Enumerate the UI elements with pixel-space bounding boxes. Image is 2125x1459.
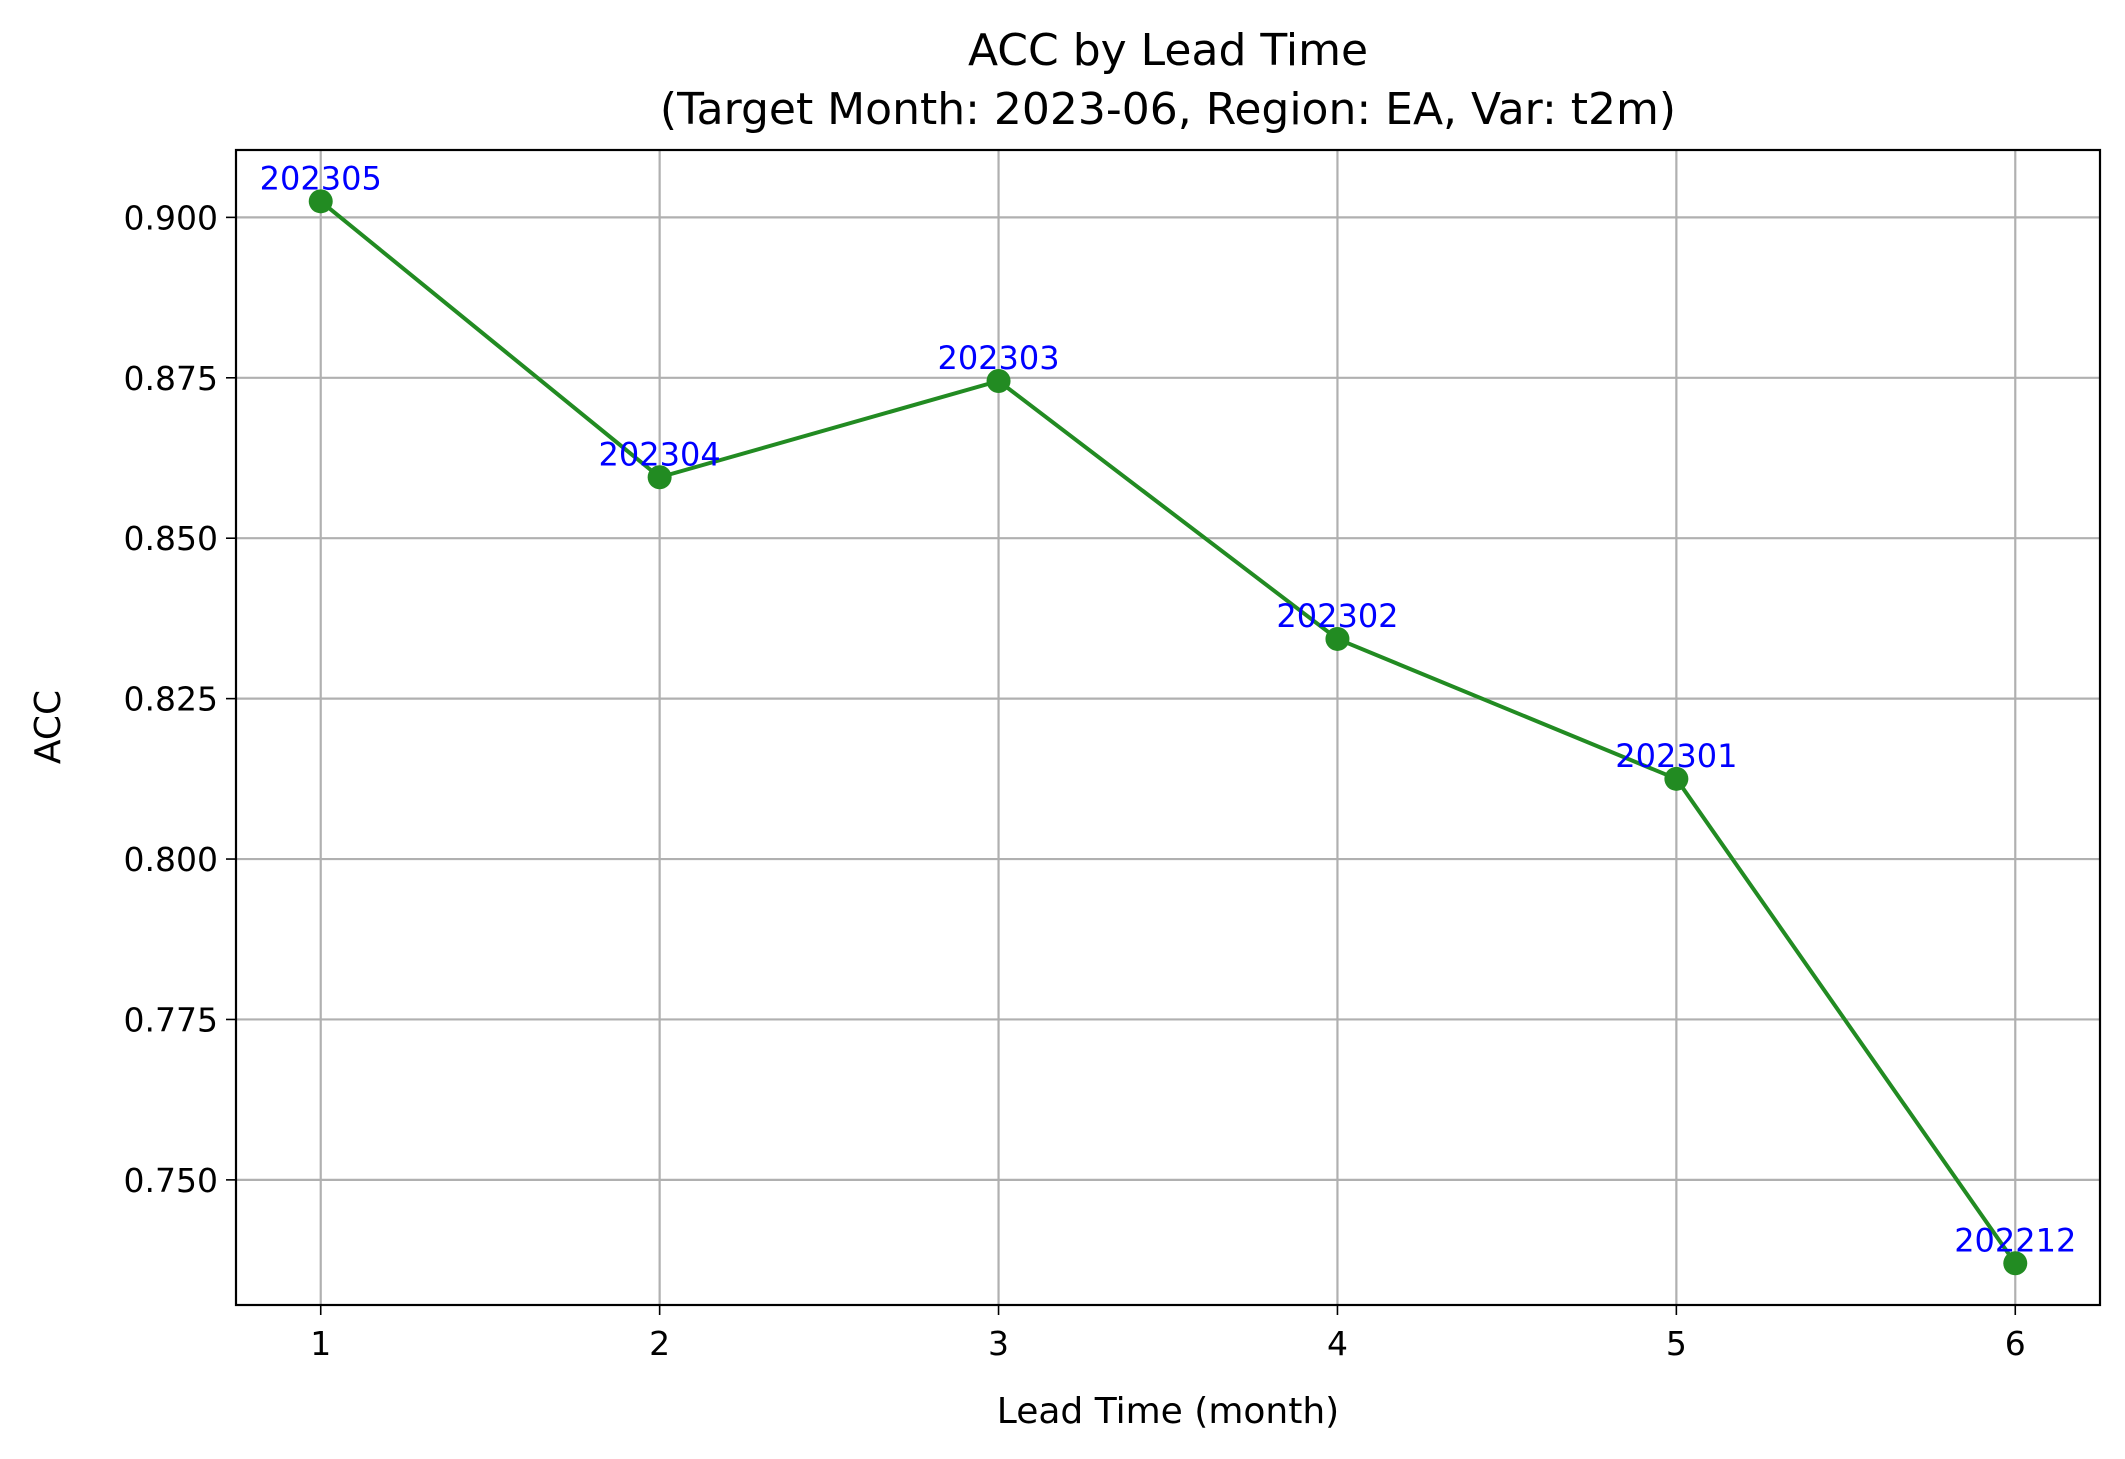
data-point-label: 202212 [1954, 1221, 2076, 1259]
y-tick-label: 0.800 [124, 840, 218, 879]
data-point-label: 202302 [1276, 597, 1398, 635]
x-axis-label: Lead Time (month) [997, 1391, 1339, 1432]
x-tick-label: 5 [1666, 1324, 1687, 1363]
data-point-label: 202304 [599, 435, 721, 473]
data-point-label: 202305 [260, 159, 382, 197]
chart-title: ACC by Lead Time [968, 25, 1368, 76]
series-line [308, 189, 2028, 1276]
x-tick-label: 3 [988, 1324, 1009, 1363]
data-point-label: 202301 [1615, 737, 1737, 775]
x-axis-ticks: 1 2 3 4 5 6 [310, 1305, 2026, 1363]
x-tick-label: 4 [1327, 1324, 1348, 1363]
x-tick-label: 2 [649, 1324, 670, 1363]
x-tick-label: 6 [2005, 1324, 2026, 1363]
data-point-label: 202303 [937, 339, 1059, 377]
data-point [1325, 626, 1350, 651]
y-axis-ticks: 0.750 0.775 0.800 0.825 0.850 0.875 0.900 [124, 198, 236, 1200]
y-tick-label: 0.750 [124, 1161, 218, 1200]
series-line-path [319, 199, 2017, 1265]
y-tick-label: 0.850 [124, 519, 218, 558]
y-axis-label: ACC [28, 690, 69, 764]
y-tick-label: 0.900 [124, 198, 218, 237]
data-point [308, 189, 333, 214]
data-point [2003, 1251, 2028, 1276]
y-tick-label: 0.825 [124, 680, 218, 719]
x-tick-label: 1 [310, 1324, 331, 1363]
chart-subtitle: (Target Month: 2023-06, Region: EA, Var:… [660, 84, 1676, 135]
data-point [986, 369, 1011, 393]
plot-frame [234, 148, 2102, 1307]
data-point [1664, 766, 1689, 791]
grid [236, 150, 2100, 1305]
data-point [647, 465, 672, 490]
y-tick-label: 0.875 [124, 359, 218, 398]
point-labels: 202305 202304 202303 202302 202301 202212 [260, 159, 2077, 1259]
y-tick-label: 0.775 [124, 1000, 218, 1039]
